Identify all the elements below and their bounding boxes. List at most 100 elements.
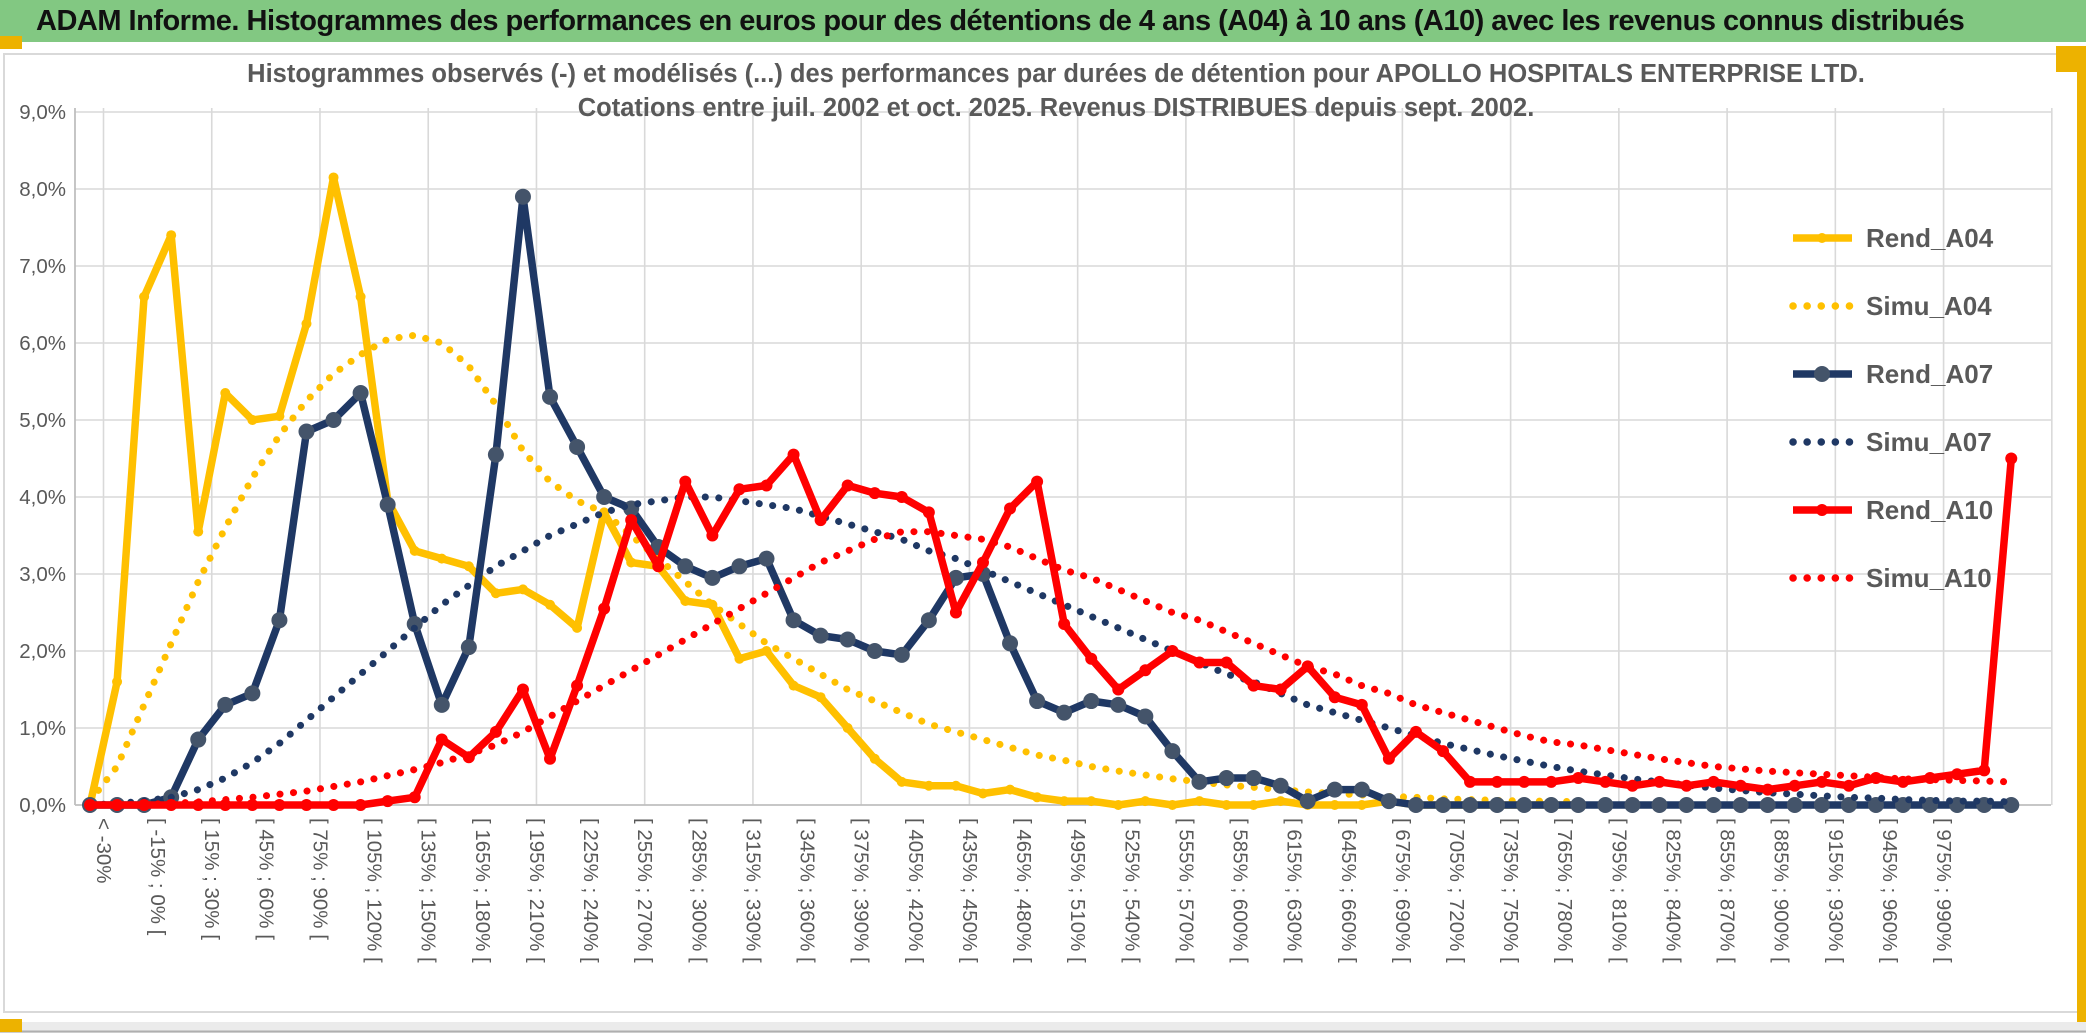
series-marker-Rend_A07 <box>1137 708 1154 725</box>
series-marker-Rend_A10 <box>976 556 989 569</box>
x-tick-label: [ 195% ; 210% [ <box>525 818 548 963</box>
series-marker-Rend_A07 <box>1326 781 1343 798</box>
x-tick-label: [ 855% ; 870% [ <box>1716 818 1739 963</box>
series-marker-Rend_A10 <box>1572 772 1585 785</box>
legend-sample-marker <box>1816 504 1828 516</box>
series-marker-Rend_A10 <box>949 606 962 619</box>
series-marker-Rend_A07 <box>758 550 775 567</box>
series-marker-Rend_A10 <box>1139 664 1152 677</box>
series-marker-Rend_A04 <box>139 291 150 302</box>
gold-accent-top-left <box>0 36 22 49</box>
series-marker-Rend_A07 <box>1029 693 1046 710</box>
series-marker-Rend_A10 <box>354 799 367 811</box>
x-tick-label: [ 915% ; 930% [ <box>1824 818 1847 963</box>
x-tick-label: [ 375% ; 390% [ <box>850 818 873 963</box>
series-marker-Rend_A04 <box>1140 796 1151 807</box>
series-marker-Rend_A10 <box>1518 775 1531 788</box>
series-marker-Rend_A07 <box>1651 797 1668 813</box>
series-marker-Rend_A07 <box>1272 777 1289 794</box>
x-tick-label: [ 705% ; 720% [ <box>1445 818 1468 963</box>
legend-entry-simu-a10[interactable]: Simu_A10 <box>1789 563 1992 593</box>
series-marker-Rend_A07 <box>1083 693 1100 710</box>
x-tick-label: < -30% <box>92 818 115 884</box>
series-marker-Rend_A10 <box>1328 691 1341 704</box>
legend-label: Simu_A04 <box>1866 291 1992 321</box>
x-tick-label: [ 15% ; 30% [ <box>200 818 223 940</box>
series-marker-Rend_A10 <box>246 799 259 811</box>
series-marker-Rend_A07 <box>866 643 883 659</box>
series-marker-Rend_A07 <box>1002 635 1019 652</box>
series-marker-Rend_A10 <box>1545 775 1558 788</box>
series-marker-Rend_A07 <box>1489 797 1506 813</box>
series-marker-Rend_A10 <box>2005 452 2018 465</box>
series-marker-Rend_A10 <box>733 483 746 496</box>
series-marker-Rend_A07 <box>1759 797 1776 813</box>
tick-layer: 9,0% 8,0% 7,0% 6,0% 5,0% 4,0% 3,0% 2,0% 1,0% 0,0%… <box>19 101 1955 963</box>
series-marker-Rend_A07 <box>1056 704 1073 721</box>
series-marker-Rend_A04 <box>1167 800 1178 810</box>
y-tick-label: 0,0% <box>19 794 66 817</box>
x-tick-label: [ 645% ; 660% [ <box>1337 818 1360 963</box>
series-marker-Rend_A10 <box>1951 768 1964 781</box>
x-tick-label: [ 585% ; 600% [ <box>1229 818 1252 963</box>
x-tick-label: [ -15% ; 0% [ <box>146 818 169 936</box>
series-marker-Rend_A04 <box>1329 800 1340 810</box>
series-marker-Rend_A04 <box>977 788 988 799</box>
series-marker-Rend_A07 <box>1543 797 1560 813</box>
series-marker-Rend_A04 <box>247 415 258 425</box>
series-marker-Rend_A04 <box>1005 784 1016 795</box>
x-tick-label: [ 105% ; 120% [ <box>363 818 386 963</box>
series-marker-Rend_A07 <box>839 631 856 648</box>
x-tick-label: [ 615% ; 630% [ <box>1283 818 1306 963</box>
legend-entry-simu-a07[interactable]: Simu_A07 <box>1789 427 1992 457</box>
legend-entry-rend-a04[interactable]: Rend_A04 <box>1793 223 1994 253</box>
x-tick-label: [ 525% ; 540% [ <box>1120 818 1143 963</box>
x-tick-label: [ 495% ; 510% [ <box>1066 818 1089 963</box>
series-marker-Rend_A04 <box>436 553 447 564</box>
series-marker-Rend_A07 <box>947 569 964 586</box>
series-marker-Rend_A07 <box>1110 696 1127 713</box>
series-marker-Rend_A04 <box>1275 796 1286 807</box>
series-marker-Rend_A04 <box>328 172 339 183</box>
x-tick-label: [ 555% ; 570% [ <box>1174 818 1197 963</box>
series-marker-Rend_A07 <box>785 612 802 629</box>
series-marker-Rend_A07 <box>569 438 586 455</box>
y-tick-label: 9,0% <box>19 101 66 124</box>
series-marker-Rend_A10 <box>489 725 502 738</box>
series-marker-Rend_A07 <box>893 646 910 663</box>
series-marker-Rend_A10 <box>1274 683 1287 696</box>
series-marker-Rend_A04 <box>355 291 366 302</box>
series-marker-Rend_A07 <box>1164 743 1181 760</box>
series-marker-Rend_A04 <box>545 599 556 610</box>
x-tick-label: [ 315% ; 330% [ <box>741 818 764 963</box>
series-marker-Rend_A10 <box>273 799 286 811</box>
x-tick-label: [ 825% ; 840% [ <box>1661 818 1684 963</box>
x-tick-label: [ 135% ; 150% [ <box>417 818 440 963</box>
legend-sample-marker <box>1814 366 1830 382</box>
series-line-Rend_A04 <box>86 173 1579 809</box>
series-marker-Rend_A04 <box>301 318 312 329</box>
series-marker-Rend_A10 <box>1166 645 1179 657</box>
series-marker-Rend_A04 <box>409 545 420 556</box>
series-marker-Rend_A07 <box>731 558 748 575</box>
series-marker-Rend_A10 <box>1382 752 1395 765</box>
x-tick-label: [ 285% ; 300% [ <box>687 818 710 963</box>
legend-entry-simu-a04[interactable]: Simu_A04 <box>1789 291 1992 321</box>
series-marker-Rend_A07 <box>1407 797 1424 813</box>
series-marker-Rend_A07 <box>677 558 694 575</box>
series-marker-Rend_A10 <box>895 491 908 503</box>
series-marker-Rend_A07 <box>1380 793 1397 810</box>
x-tick-label: [ 795% ; 810% [ <box>1607 818 1630 963</box>
series-marker-Rend_A10 <box>1464 775 1477 788</box>
series-marker-Rend_A10 <box>516 683 529 696</box>
series-line-Simu_A04 <box>86 331 1582 806</box>
legend-label: Simu_A07 <box>1866 427 1992 457</box>
legend-entry-rend-a07[interactable]: Rend_A07 <box>1793 359 1993 389</box>
series-marker-Rend_A10 <box>868 487 881 500</box>
series-marker-Rend_A07 <box>920 612 937 629</box>
series-marker-Rend_A07 <box>1218 770 1235 787</box>
legend-entry-rend-a10[interactable]: Rend_A10 <box>1793 495 1993 525</box>
legend[interactable]: Rend_A04 Simu_A04 Rend_A07 Simu_A07 Rend… <box>1789 223 1994 593</box>
series-marker-Rend_A10 <box>841 479 854 492</box>
